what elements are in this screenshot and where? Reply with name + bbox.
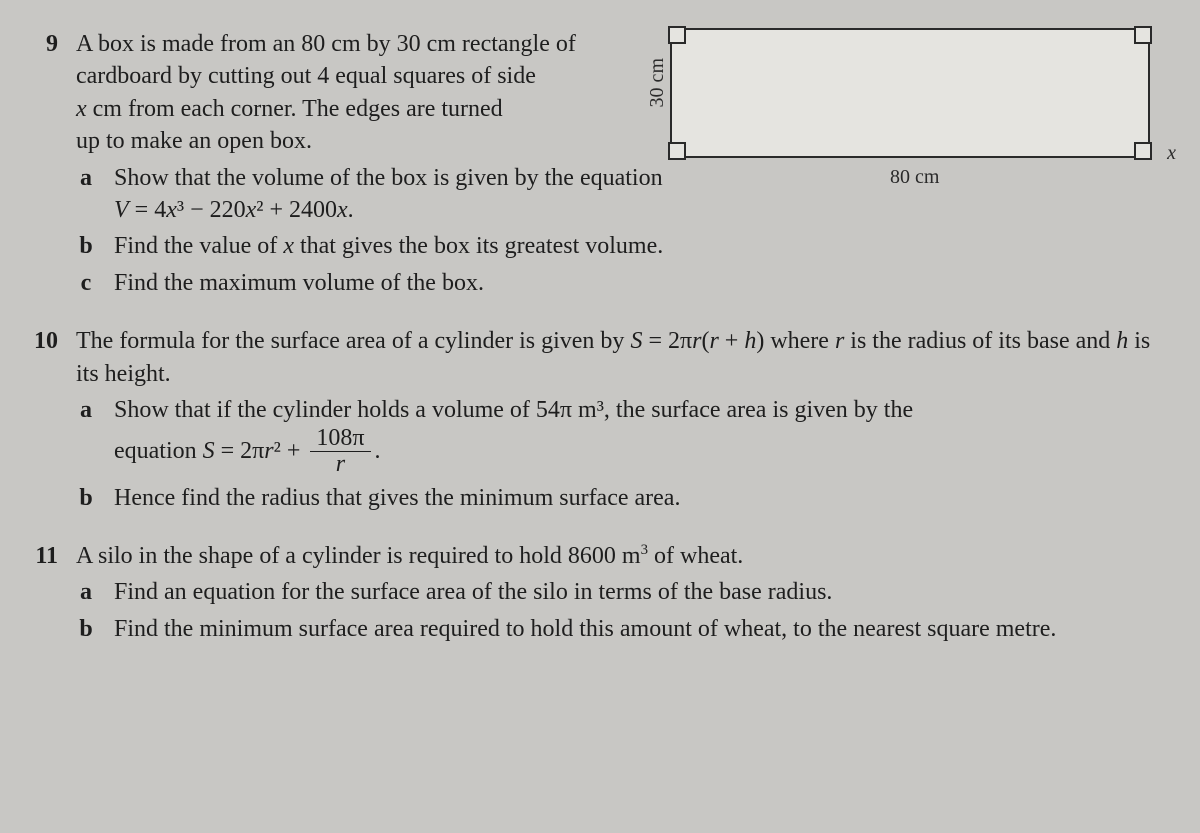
x-label: x (1167, 140, 1176, 167)
problem-number: 10 (30, 325, 58, 514)
part-label: b (76, 613, 96, 645)
problem-10: 10 The formula for the surface area of a… (30, 325, 1170, 514)
problem-number: 11 (30, 540, 58, 645)
corner-square (668, 26, 686, 44)
corner-square (1134, 26, 1152, 44)
part-label: a (76, 394, 96, 478)
part-label: a (76, 162, 96, 227)
part-label: b (76, 230, 96, 262)
box-diagram: x 80 cm 30 cm (670, 28, 1170, 208)
part-label: a (76, 576, 96, 608)
corner-square (1134, 142, 1152, 160)
part-9b-text: Find the value of x that gives the box i… (114, 230, 1170, 262)
problem-9-stem: A box is made from an 80 cm by 30 cm rec… (76, 28, 661, 158)
part-9c-text: Find the maximum volume of the box. (114, 267, 1170, 299)
height-label: 30 cm (644, 58, 671, 107)
problem-number: 9 (30, 28, 58, 299)
corner-square (668, 142, 686, 160)
rectangle (670, 28, 1150, 158)
problem-11: 11 A silo in the shape of a cylinder is … (30, 540, 1170, 645)
part-10b-text: Hence find the radius that gives the min… (114, 482, 1170, 514)
part-label: b (76, 482, 96, 514)
problem-10-stem: The formula for the surface area of a cy… (76, 325, 1170, 390)
part-10a-text: Show that if the cylinder holds a volume… (114, 394, 1170, 478)
part-11b-text: Find the minimum surface area required t… (114, 613, 1170, 645)
problem-11-stem: A silo in the shape of a cylinder is req… (76, 540, 1170, 572)
width-label: 80 cm (890, 164, 939, 191)
part-label: c (76, 267, 96, 299)
part-11a-text: Find an equation for the surface area of… (114, 576, 1170, 608)
fraction: 108π r (310, 426, 370, 477)
